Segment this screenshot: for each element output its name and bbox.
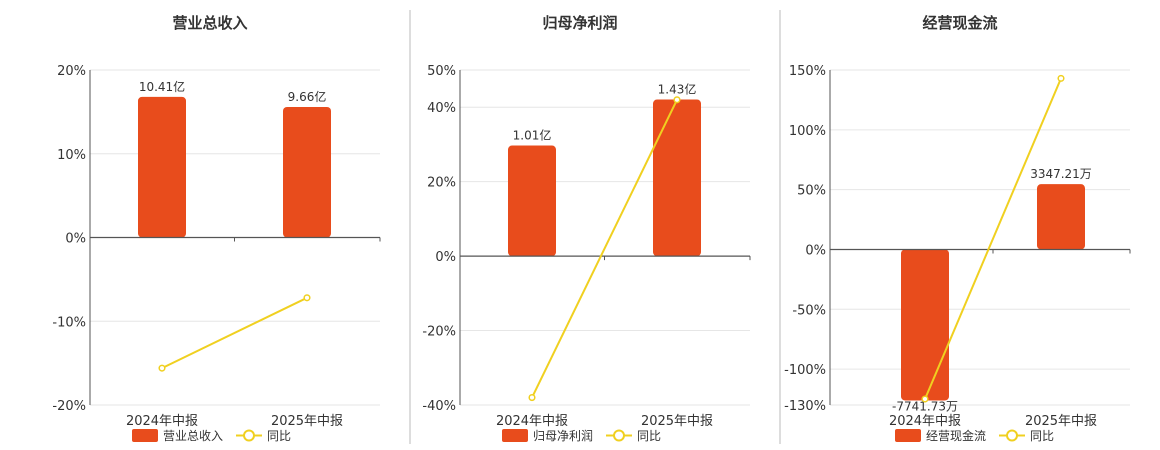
legend-bar-label: 经营现金流	[926, 428, 986, 443]
bar	[901, 249, 949, 401]
legend-bar-label: 归母净利润	[533, 429, 593, 443]
y-tick-label: 0%	[805, 243, 826, 258]
line-point	[528, 394, 536, 402]
y-tick-label: 50%	[427, 64, 456, 79]
y-tick-label: -40%	[422, 399, 456, 414]
legend-line-label: 同比	[637, 429, 661, 443]
line-point	[1057, 74, 1065, 82]
series-line	[924, 77, 1062, 400]
bar	[1037, 184, 1085, 250]
y-tick-label: -10%	[52, 315, 86, 330]
y-tick-label: 50%	[797, 184, 826, 199]
legend-line-marker	[243, 429, 255, 442]
line-point	[673, 96, 681, 104]
y-tick-label: -20%	[422, 325, 456, 340]
series-line	[531, 99, 678, 398]
legend-bar-swatch	[895, 429, 921, 442]
bar-data-label: 10.41亿	[139, 79, 185, 94]
bar-data-label: 1.01亿	[513, 128, 552, 143]
legend-line-label: 同比	[1030, 429, 1054, 443]
bar	[508, 145, 556, 257]
series-line	[161, 296, 308, 370]
line-point	[303, 294, 311, 302]
bar	[283, 107, 331, 238]
chart-title: 经营现金流	[922, 14, 997, 32]
legend-line-label: 同比	[267, 429, 291, 443]
legend-bar-label: 营业总收入	[163, 429, 223, 443]
legend-line-marker	[1006, 429, 1018, 442]
line-point	[921, 395, 929, 403]
chart-title: 营业总收入	[172, 14, 247, 32]
bar	[653, 99, 701, 257]
y-tick-label: 40%	[427, 101, 456, 116]
legend-line-marker	[613, 429, 625, 442]
bar-data-label: 1.43亿	[658, 82, 697, 97]
y-tick-label: 20%	[427, 176, 456, 191]
legend-bar-swatch	[502, 429, 528, 442]
category-label: 2024年中报	[496, 414, 568, 429]
y-tick-label: 0%	[65, 232, 86, 247]
legend-bar-swatch	[132, 429, 158, 442]
category-label: 2025年中报	[271, 414, 343, 429]
bar-data-label: 3347.21万	[1030, 167, 1092, 181]
bar-data-label: -7741.73万	[892, 399, 958, 413]
bar-data-label: 9.66亿	[288, 89, 327, 104]
y-tick-label: 100%	[789, 124, 826, 139]
y-tick-label: -130%	[784, 399, 826, 414]
category-label: 2024年中报	[126, 414, 198, 429]
category-label: 2024年中报	[889, 414, 961, 429]
y-tick-label: -50%	[792, 303, 826, 318]
y-tick-label: -20%	[52, 399, 86, 414]
chart-title: 归母净利润	[542, 14, 617, 32]
y-tick-label: 10%	[57, 148, 86, 163]
category-label: 2025年中报	[1025, 414, 1097, 429]
y-tick-label: 150%	[789, 64, 826, 79]
line-point	[158, 364, 166, 372]
y-tick-label: -100%	[784, 363, 826, 378]
y-tick-label: 0%	[435, 250, 456, 265]
bar	[138, 96, 186, 238]
y-tick-label: 20%	[57, 64, 86, 79]
category-label: 2025年中报	[641, 414, 713, 429]
